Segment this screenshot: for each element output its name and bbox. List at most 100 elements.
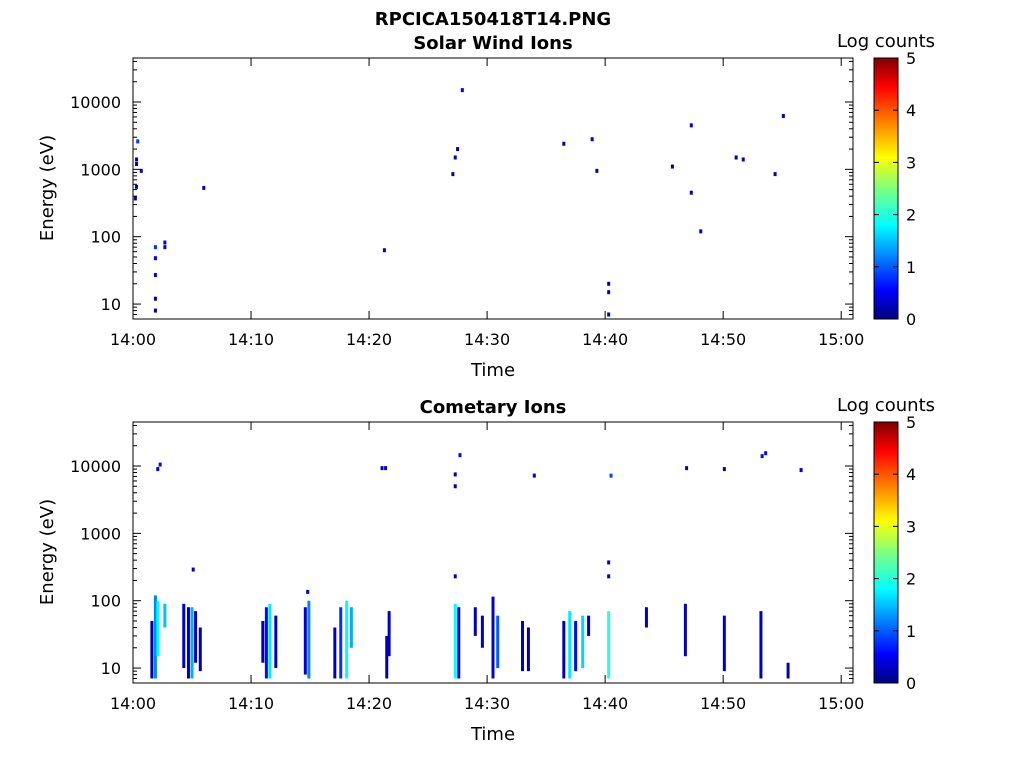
data-column: [526, 627, 530, 672]
panel-title: Solar Wind Ions: [413, 33, 572, 54]
plot-area: [132, 57, 854, 320]
colorbar-tick-label: 1: [906, 258, 916, 277]
data-point: [760, 454, 764, 459]
data-column: [521, 620, 525, 672]
y-axis-label: Energy (eV): [37, 135, 58, 241]
data-column: [274, 615, 278, 669]
data-column: [722, 615, 726, 672]
data-point: [306, 589, 310, 594]
y-tick-label: 100: [90, 592, 121, 611]
data-point: [163, 245, 167, 250]
y-tick-label: 10: [101, 295, 121, 314]
y-tick-label: 100: [90, 228, 121, 247]
data-point: [722, 467, 726, 472]
data-column: [581, 615, 585, 669]
data-point: [133, 196, 137, 201]
colorbar-tick-label: 1: [906, 622, 916, 641]
data-column: [480, 615, 484, 648]
x-tick-label: 14:30: [464, 694, 510, 713]
colorbar-tick-label: 2: [906, 206, 916, 225]
data-column: [268, 603, 272, 679]
figure-title: RPCICA150418T14.PNG: [375, 9, 611, 30]
colorbar-label: Log counts: [837, 395, 935, 416]
x-tick-label: 14:20: [346, 330, 392, 349]
data-column: [339, 607, 343, 679]
data-point: [453, 155, 457, 160]
x-tick-label: 14:50: [700, 330, 746, 349]
data-column: [194, 611, 198, 663]
data-point: [158, 462, 162, 467]
data-point: [607, 560, 611, 565]
data-point: [153, 296, 157, 301]
x-tick-label: 14:40: [582, 330, 628, 349]
data-column: [473, 607, 477, 636]
data-point: [764, 451, 768, 456]
data-column: [163, 603, 167, 628]
data-point: [382, 248, 386, 253]
data-point: [799, 468, 803, 473]
data-point: [156, 467, 160, 472]
data-column: [644, 607, 648, 628]
data-column: [333, 627, 337, 679]
data-column: [387, 611, 391, 657]
colorbar: [873, 57, 899, 320]
x-axis-label: Time: [470, 360, 515, 381]
colorbar-tick-label: 4: [906, 101, 916, 120]
panel-solar-wind: Solar Wind Ions Log counts 0 1 2 3 4 5 10 100 1…: [37, 31, 935, 381]
data-column: [562, 620, 566, 679]
x-tick-label: 14:20: [346, 694, 392, 713]
data-column: [786, 662, 790, 679]
data-point: [607, 312, 611, 317]
data-column: [186, 607, 190, 679]
data-point: [734, 155, 738, 160]
data-point: [595, 168, 599, 173]
data-point: [609, 473, 613, 478]
data-column: [345, 600, 349, 679]
x-tick-label: 14:50: [700, 694, 746, 713]
data-column: [587, 615, 591, 636]
data-point: [689, 190, 693, 195]
data-point: [607, 281, 611, 286]
data-point: [607, 574, 611, 579]
colorbar-tick-label: 3: [906, 153, 916, 172]
data-column: [574, 620, 578, 672]
data-point: [153, 273, 157, 278]
x-tick-label: 15:00: [818, 330, 864, 349]
data-point: [380, 466, 384, 471]
y-tick-label: 10000: [70, 457, 121, 476]
data-column: [568, 611, 572, 679]
colorbar-tick-label: 3: [906, 517, 916, 536]
data-column: [607, 611, 611, 679]
data-column: [182, 603, 186, 669]
data-point: [139, 168, 143, 173]
data-point: [153, 245, 157, 250]
y-tick-label: 10: [101, 659, 121, 678]
data-point: [562, 141, 566, 146]
data-point: [135, 157, 139, 162]
data-column: [303, 607, 307, 675]
data-point: [451, 172, 455, 177]
colorbar-tick-label: 2: [906, 570, 916, 589]
x-tick-label: 14:40: [582, 694, 628, 713]
data-point: [689, 123, 693, 128]
panel-cometary: Cometary Ions Log counts 0 1 2 3 4 5 10 100 100…: [37, 395, 935, 745]
data-point: [163, 240, 167, 245]
data-column: [307, 600, 311, 679]
data-point: [453, 472, 457, 477]
colorbar-label: Log counts: [837, 31, 935, 52]
y-tick-label: 10000: [70, 93, 121, 112]
data-point: [153, 256, 157, 261]
data-point: [135, 184, 139, 189]
data-column: [491, 596, 495, 679]
data-point: [453, 574, 457, 579]
data-column: [153, 595, 157, 679]
x-axis-label: Time: [470, 724, 515, 745]
data-point: [384, 466, 388, 471]
data-point: [685, 466, 689, 471]
data-point: [453, 484, 457, 489]
data-point: [607, 290, 611, 295]
data-point: [781, 113, 785, 118]
data-column: [190, 607, 194, 679]
data-point: [135, 162, 139, 167]
